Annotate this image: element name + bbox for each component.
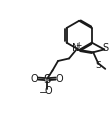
Text: S: S xyxy=(103,43,109,53)
Text: N: N xyxy=(72,43,79,53)
Text: +: + xyxy=(75,41,82,50)
Text: O: O xyxy=(45,86,53,96)
Text: O: O xyxy=(56,74,64,84)
Text: S: S xyxy=(43,73,51,86)
Text: −: − xyxy=(39,88,48,98)
Text: O: O xyxy=(30,74,38,84)
Text: S: S xyxy=(96,61,102,70)
